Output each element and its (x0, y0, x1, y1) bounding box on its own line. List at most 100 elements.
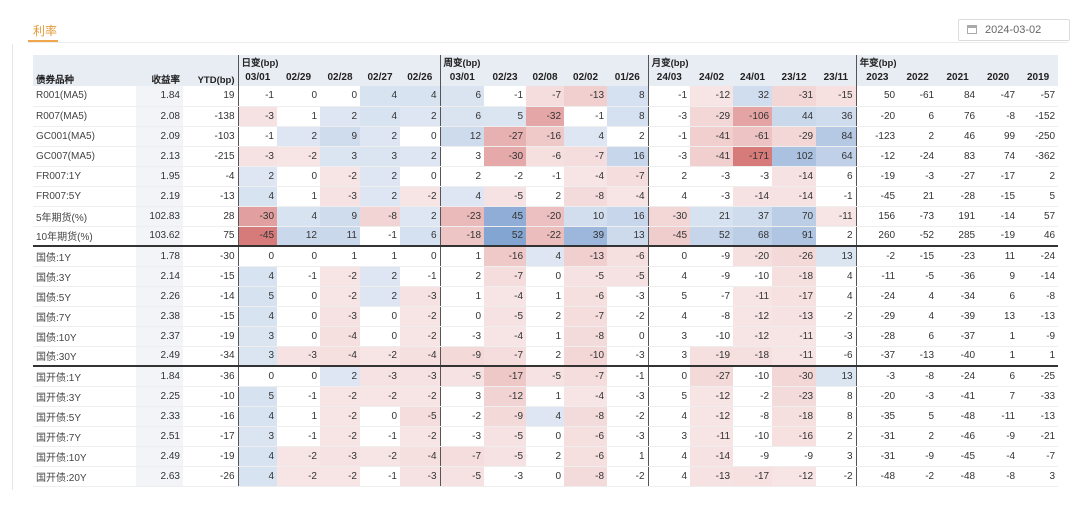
yield-cell: 1.78 (136, 245, 183, 267)
rates-table-container: 债券品种 收益率 YTD(bp) 日变(bp) 周变(bp) 月变(bp) 年变… (33, 55, 1059, 487)
monthly-change-cell: -18 (733, 346, 773, 367)
yearly-change-cell: -21 (1018, 426, 1059, 447)
table-row[interactable]: R001(MA5) 1.84 19 -1 0 0 4 4 6 -1 -7 -13 8 -1 -12 32 -31… (33, 86, 1059, 107)
monthly-change-cell: 3 (647, 346, 691, 367)
daily-change-cell: 4 (237, 186, 277, 207)
daily-change-cell: 3 (360, 146, 400, 167)
daily-change-cell: -1 (237, 126, 277, 147)
weekly-change-cell: 2 (526, 186, 565, 207)
header-yearly-col[interactable]: 2023 (855, 69, 899, 86)
table-row[interactable]: 国开债:5Y 2.33 -16 4 1 -2 0 -5 -2 -9 4 -8 -2 4 -12 -8 -18 8-… (33, 406, 1059, 427)
yearly-change-cell: -2 (855, 245, 899, 267)
header-monthly-col[interactable]: 23/12 (772, 69, 817, 86)
table-row[interactable]: R007(MA5) 2.08 -138 -3 1 2 4 2 6 5 -32 -1 8 -3 -29 -106… (33, 106, 1059, 127)
table-row[interactable]: 国债:7Y 2.38 -15 4 0 -3 0 -2 0 -5 2 -7 -2 4 -8 -12 -13 -2 -2… (33, 306, 1059, 327)
daily-change-cell: -2 (320, 406, 360, 427)
monthly-change-cell: -41 (690, 126, 734, 147)
yield-cell: 2.49 (136, 446, 183, 467)
weekly-change-cell: -2 (439, 406, 485, 427)
header-yearly-col[interactable]: 2020 (978, 69, 1019, 86)
table-row[interactable]: 5年期货(%) 102.83 28 -30 4 9 -8 2 -23 45 -20 10 16 -30 21… (33, 206, 1059, 227)
yearly-change-cell: 5 (1018, 186, 1059, 207)
table-row[interactable]: 国开债:7Y 2.51 -17 3 -1 -2 -1 -2 -3 -5 0 -6 -3 3 -11 -10 -1… (33, 426, 1059, 447)
header-yearly-change: 年变(bp) (855, 55, 1059, 69)
tab-rates[interactable]: 利率 (33, 24, 58, 38)
header-monthly-col[interactable]: 23/11 (816, 69, 857, 86)
daily-change-cell: -3 (400, 286, 441, 307)
daily-change-cell: 0 (360, 406, 400, 427)
header-weekly-col[interactable]: 02/08 (526, 69, 565, 86)
weekly-change-cell: 12 (439, 126, 485, 147)
daily-change-cell: 2 (277, 126, 320, 147)
header-weekly-col[interactable]: 03/01 (439, 69, 485, 86)
daily-change-cell: 0 (277, 245, 320, 267)
header-monthly-col[interactable]: 24/01 (733, 69, 773, 86)
weekly-change-cell: -3 (439, 326, 485, 347)
table-row[interactable]: 国开债:10Y 2.49 -19 4 -2 -3 -2 -4 -7 -5 2 -6 1 4 -14 -9 -9 3… (33, 446, 1059, 467)
table-row[interactable]: 国债:1Y 1.78 -30 0 0 1 1 0 1 -16 4 -13 -6 0 -9 -20 -26 13 -2… (33, 245, 1059, 267)
header-yearly-col[interactable]: 2019 (1018, 69, 1059, 86)
ytd-cell: -215 (183, 146, 238, 167)
daily-change-cell: 2 (360, 126, 400, 147)
header-daily-col[interactable]: 02/28 (320, 69, 360, 86)
monthly-change-cell: -12 (733, 326, 773, 347)
table-row[interactable]: 国债:3Y 2.14 -15 4 -1 -2 2 -1 2 -7 0 -5 -5 4 -9 -10 -18 4 -1… (33, 266, 1059, 287)
yearly-change-cell: -13 (898, 346, 938, 367)
table-row[interactable]: 国债:30Y 2.49 -34 3 -3 -4 -2 -4 -9 -7 2 -10 -3 3 -19 -18-… (33, 346, 1059, 367)
header-daily-col[interactable]: 02/26 (400, 69, 441, 86)
daily-change-cell: 0 (277, 365, 320, 387)
header-ytd[interactable]: YTD(bp) (183, 55, 238, 86)
daily-change-cell: -2 (400, 326, 441, 347)
header-yield[interactable]: 收益率 (136, 55, 183, 86)
yearly-change-cell: -11 (978, 406, 1019, 427)
monthly-change-cell: 5 (647, 386, 691, 407)
table-row[interactable]: 国债:5Y 2.26 -14 5 0 -2 2 -3 1 -4 1 -6 -3 5 -7 -11 -17 4 -24… (33, 286, 1059, 307)
header-daily-col[interactable]: 03/01 (237, 69, 277, 86)
table-row[interactable]: 国开债:3Y 2.25 -10 5 -1 -2 -2 -2 3 -12 1 -4 -3 5 -12 -2 -23… (33, 386, 1059, 407)
monthly-change-cell: 5 (647, 286, 691, 307)
header-weekly-col[interactable]: 01/26 (607, 69, 649, 86)
header-daily-col[interactable]: 02/29 (277, 69, 320, 86)
weekly-change-cell: -27 (484, 126, 527, 147)
header-yearly-col[interactable]: 2022 (898, 69, 938, 86)
table-row[interactable]: 国债:10Y 2.37 -19 3 0 -4 0 -2 -3 -4 1 -8 0 3 -10 -12 -11 -3… (33, 326, 1059, 347)
daily-change-cell: 4 (237, 306, 277, 327)
monthly-change-cell: 2 (816, 426, 857, 447)
daily-change-cell: -1 (360, 426, 400, 447)
yearly-change-cell: -17 (978, 166, 1019, 187)
weekly-change-cell: -13 (564, 245, 608, 267)
monthly-change-cell: 44 (772, 106, 817, 127)
header-monthly-col[interactable]: 24/03 (647, 69, 691, 86)
weekly-change-cell: 2 (526, 306, 565, 327)
header-monthly-col[interactable]: 24/02 (690, 69, 734, 86)
table-row[interactable]: GC007(MA5) 2.13 -215 -3 -2 3 3 2 3 -30 -6 -7 16 -3 -41… (33, 146, 1059, 167)
weekly-change-cell: 1 (607, 446, 649, 467)
header-weekly-col[interactable]: 02/02 (564, 69, 608, 86)
yearly-change-cell: -3 (898, 386, 938, 407)
weekly-change-cell: -7 (607, 166, 649, 187)
header-daily-col[interactable]: 02/27 (360, 69, 400, 86)
table-row[interactable]: 10年期货(%) 103.62 75 -45 12 11 -1 6 -18 52 -22 39 13 -4… (33, 226, 1059, 247)
monthly-change-cell: 21 (690, 206, 734, 227)
monthly-change-cell: -17 (772, 286, 817, 307)
header-weekly-col[interactable]: 02/23 (484, 69, 527, 86)
table-row[interactable]: GC001(MA5) 2.09 -103 -1 2 9 2 0 12 -27 -16 4 2 -1 -41-… (33, 126, 1059, 147)
table-row[interactable]: 国开债:20Y 2.63 -26 4 -2 -2 -1 -3 -5 -3 0 -8 -2 4 -13 -17-… (33, 466, 1059, 487)
weekly-change-cell: -1 (484, 86, 527, 107)
ytd-cell: -36 (183, 365, 238, 387)
yearly-change-cell: -27 (937, 166, 979, 187)
monthly-change-cell: -19 (690, 346, 734, 367)
yearly-change-cell: -31 (855, 426, 899, 447)
yearly-change-cell: 76 (937, 106, 979, 127)
table-row[interactable]: FR007:1Y 1.95 -4 2 0 -2 2 0 2 -2 -1 -4 -7 2 -3 -3 -14 6 -1… (33, 166, 1059, 187)
header-yearly-col[interactable]: 2021 (937, 69, 979, 86)
date-picker[interactable]: 2024-03-02 (958, 19, 1070, 41)
header-bond-type[interactable]: 债券品种 (33, 55, 136, 86)
table-row[interactable]: 国开债:1Y 1.84 -36 0 0 2 -3 -3 -5 -17 -5 -7 -1 0 -27 -10 -3… (33, 365, 1059, 387)
monthly-change-cell: -8 (733, 406, 773, 427)
table-row[interactable]: FR007:5Y 2.19 -13 4 1 -3 2 -2 4 -5 2 -8 -4 4 -3 -14 -14-… (33, 186, 1059, 207)
weekly-change-cell: -5 (564, 266, 608, 287)
weekly-change-cell: -7 (484, 266, 527, 287)
daily-change-cell: -2 (277, 446, 320, 467)
weekly-change-cell: -9 (439, 346, 485, 367)
